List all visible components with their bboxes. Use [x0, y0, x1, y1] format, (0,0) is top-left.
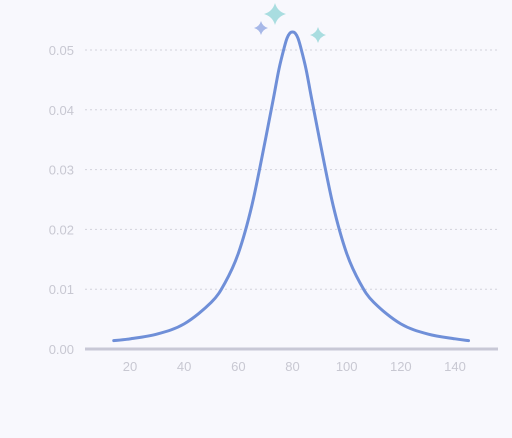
y-tick-label: 0.05 [49, 43, 74, 58]
sparkle-decorations [254, 3, 326, 43]
x-tick-label: 80 [285, 359, 299, 374]
y-axis-tick-labels: 0.00 0.01 0.02 0.03 0.04 0.05 [49, 43, 74, 357]
grid-lines [85, 49, 498, 290]
x-tick-label: 60 [231, 359, 245, 374]
x-tick-label: 40 [177, 359, 191, 374]
y-tick-label: 0.01 [49, 282, 74, 297]
x-tick-label: 120 [390, 359, 412, 374]
x-tick-label: 140 [444, 359, 466, 374]
x-tick-label: 20 [123, 359, 137, 374]
y-tick-label: 0.04 [49, 103, 74, 118]
sparkle-icon [310, 27, 326, 43]
y-tick-label: 0.02 [49, 222, 74, 237]
y-tick-label: 0.00 [49, 342, 74, 357]
sparkle-icon [264, 3, 286, 25]
sparkle-icon [254, 21, 268, 35]
y-tick-label: 0.03 [49, 163, 74, 178]
x-tick-label: 100 [336, 359, 358, 374]
x-axis-tick-labels: 20 40 60 80 100 120 140 [123, 359, 466, 374]
series-line [112, 30, 471, 343]
